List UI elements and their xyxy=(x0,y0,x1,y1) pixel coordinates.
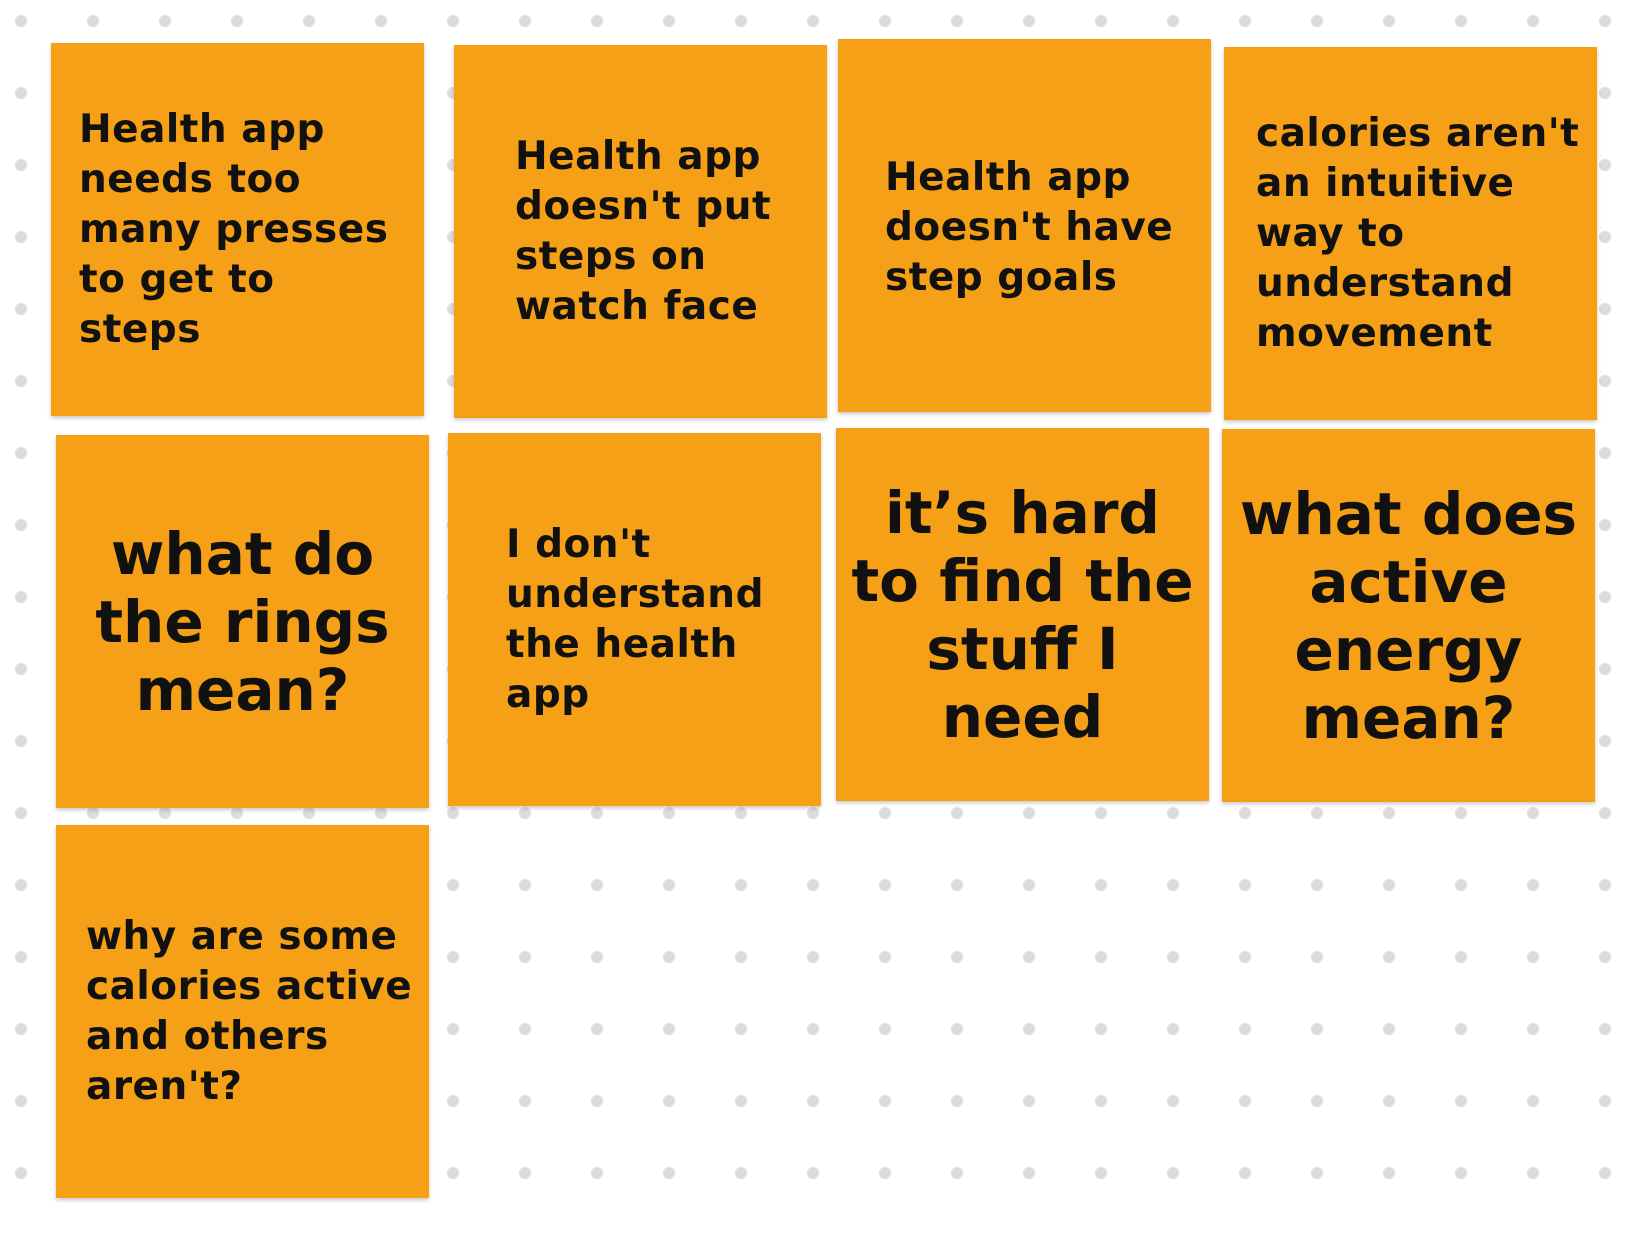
sticky-note-text: what does active energy mean? xyxy=(1239,479,1578,752)
sticky-note-text: calories aren't an intuitive way to unde… xyxy=(1256,111,1580,356)
sticky-note-text: Health app doesn't put steps on watch fa… xyxy=(515,133,772,329)
sticky-note-text: why are some calories active and others … xyxy=(86,913,413,1109)
sticky-note[interactable]: what do the rings mean? xyxy=(56,435,429,808)
sticky-note[interactable]: Health app doesn't have step goals xyxy=(838,39,1211,412)
sticky-note[interactable]: Health app needs too many presses to get… xyxy=(51,43,424,416)
sticky-note[interactable]: Health app doesn't put steps on watch fa… xyxy=(454,45,827,418)
sticky-note-text: Health app needs too many presses to get… xyxy=(79,106,389,352)
sticky-note-text: it’s hard to find the stuff I need xyxy=(851,478,1194,751)
sticky-note[interactable]: what does active energy mean? xyxy=(1222,429,1595,802)
sticky-note-text: Health app doesn't have step goals xyxy=(885,155,1174,300)
sticky-note-text: what do the rings mean? xyxy=(95,519,390,724)
sticky-note-text: I don't understand the health app xyxy=(506,521,764,717)
sticky-note[interactable]: it’s hard to find the stuff I need xyxy=(836,428,1209,801)
sticky-note[interactable]: why are some calories active and others … xyxy=(56,825,429,1198)
sticky-note[interactable]: I don't understand the health app xyxy=(448,433,821,806)
sticky-note[interactable]: calories aren't an intuitive way to unde… xyxy=(1224,47,1597,420)
